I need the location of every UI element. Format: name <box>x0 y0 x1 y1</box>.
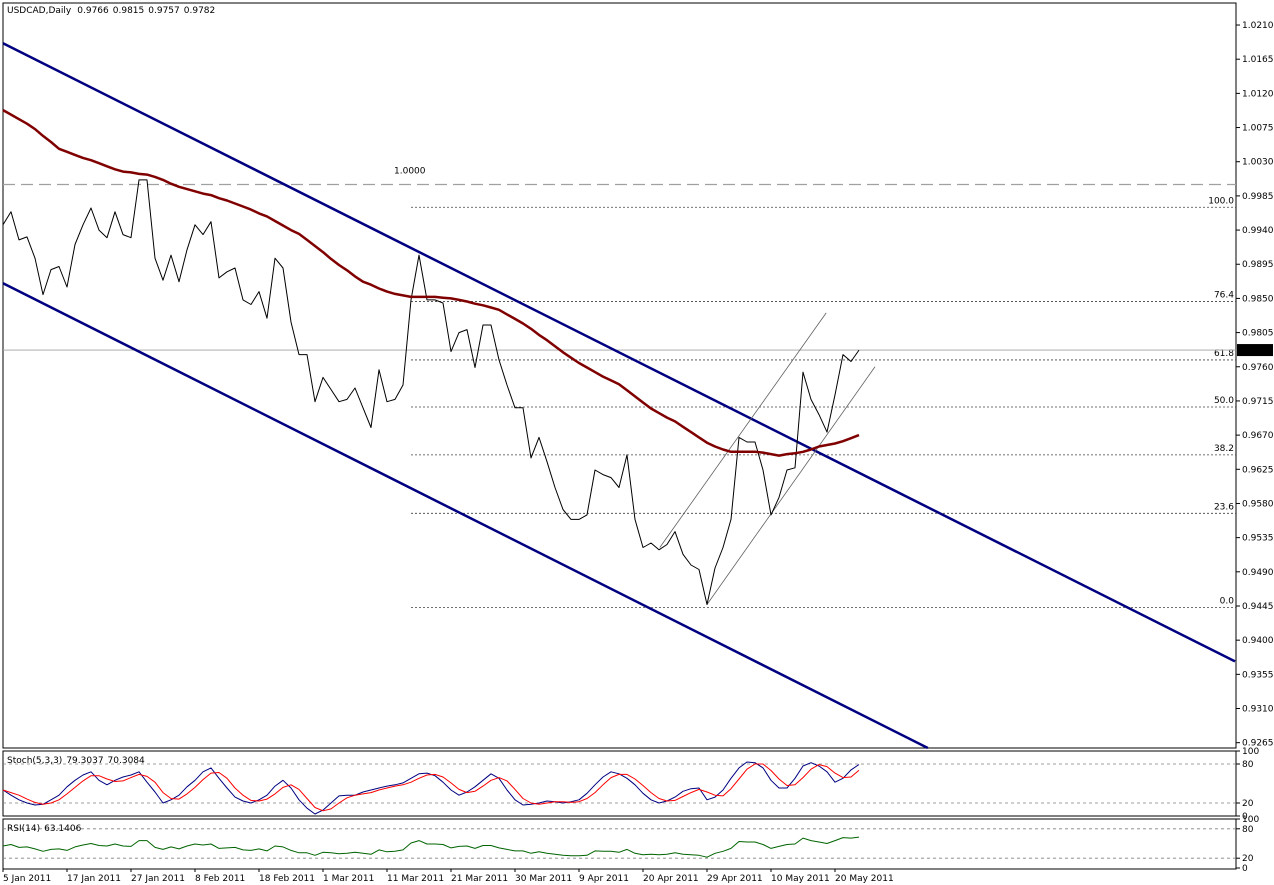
fib-label: 23.6 <box>1214 502 1234 512</box>
fib-label: 100.0 <box>1208 196 1234 206</box>
y-tick-label: 0.9715 <box>1242 397 1274 407</box>
x-tick-label: 29 Apr 2011 <box>707 874 763 884</box>
y-tick-label: 0.9355 <box>1242 670 1274 680</box>
y-tick-label: 0 <box>1242 812 1248 822</box>
x-tick-label: 20 May 2011 <box>835 874 894 884</box>
fib-label: 0.0 <box>1220 597 1235 607</box>
y-tick-label: 0.9625 <box>1242 465 1274 475</box>
x-tick-label: 18 Feb 2011 <box>259 874 315 884</box>
plot-layer: 1.0210 1.0165 1.0120 1.0075 1.0030 0.9985 0.99… <box>2 21 1274 884</box>
fib-label: 76.4 <box>1214 290 1234 300</box>
y-tick-label: 0.9670 <box>1242 431 1274 441</box>
fib-label: 50.0 <box>1214 396 1234 406</box>
reading: 63.1406 <box>44 824 81 834</box>
reading: 70.3084 <box>108 756 145 766</box>
y-tick-label: 0.9940 <box>1242 226 1274 236</box>
y-tick-label: 0.9985 <box>1242 192 1274 202</box>
last-price-label: 0.9782 <box>1240 346 1272 356</box>
x-tick-label: 17 Jan 2011 <box>67 874 121 884</box>
channel-line <box>2 42 1236 663</box>
y-tick-label: 1.0165 <box>1242 55 1274 65</box>
x-tick-label: 30 Mar 2011 <box>515 874 572 884</box>
fib-label: 61.8 <box>1214 349 1234 359</box>
y-tick-label: 1.0120 <box>1242 89 1274 99</box>
close: 0.9782 <box>184 6 216 16</box>
x-tick-label: 1 Mar 2011 <box>323 874 374 884</box>
x-tick-label: 21 Mar 2011 <box>451 874 508 884</box>
last-price-box <box>1237 344 1273 357</box>
y-tick-label: 80 <box>1242 825 1254 835</box>
y-tick-label: 1.0210 <box>1242 21 1274 31</box>
y-tick-label: 80 <box>1242 760 1254 770</box>
channel-line <box>706 366 876 605</box>
chart-title: USDCAD,Daily 0.9766 0.9815 0.9757 0.9782 <box>7 6 215 16</box>
y-tick-label: 100 <box>1242 815 1259 825</box>
high: 0.9815 <box>113 6 145 16</box>
x-tick-label: 11 Mar 2011 <box>387 874 444 884</box>
series-line <box>2 109 860 457</box>
indicator-name: RSI(14) <box>7 824 40 834</box>
fib-label: 38.2 <box>1214 444 1234 454</box>
y-tick-label: 0.9310 <box>1242 705 1274 715</box>
y-tick-label: 100 <box>1242 747 1259 757</box>
series-line <box>2 763 860 812</box>
open: 0.9766 <box>77 6 109 16</box>
series-line <box>2 179 860 605</box>
reference-label: 1.0000 <box>394 167 426 177</box>
indicator-name: Stoch(5,3,3) <box>7 756 62 766</box>
y-tick-label: 0 <box>1242 864 1248 874</box>
y-tick-label: 20 <box>1242 854 1254 864</box>
y-tick-label: 1.0030 <box>1242 158 1274 168</box>
series-line <box>2 836 860 858</box>
y-tick-label: 20 <box>1242 799 1254 809</box>
reading: 79.3037 <box>66 756 103 766</box>
symbol: USDCAD,Daily <box>7 6 72 16</box>
y-tick-label: 1.0075 <box>1242 124 1274 134</box>
x-tick-label: 20 Apr 2011 <box>643 874 699 884</box>
rsi-panel <box>2 818 1237 870</box>
y-tick-label: 0.9400 <box>1242 636 1274 646</box>
x-tick-label: 8 Feb 2011 <box>195 874 245 884</box>
stoch-title: Stoch(5,3,3) 79.3037 70.3084 <box>7 756 145 766</box>
y-tick-label: 0.9265 <box>1242 739 1274 749</box>
y-tick-label: 0.9805 <box>1242 329 1274 339</box>
y-tick-label: 0.9445 <box>1242 602 1274 612</box>
x-tick-label: 9 Apr 2011 <box>579 874 629 884</box>
x-tick-label: 10 May 2011 <box>771 874 830 884</box>
y-tick-label: 0.9895 <box>1242 260 1274 270</box>
y-tick-label: 0.9580 <box>1242 499 1274 509</box>
stoch-panel <box>2 750 1237 817</box>
y-tick-label: 0.9760 <box>1242 363 1274 373</box>
channel-line <box>659 312 827 548</box>
main-panel <box>2 2 1237 749</box>
x-tick-label: 5 Jan 2011 <box>3 874 51 884</box>
y-tick-label: 0.9850 <box>1242 294 1274 304</box>
x-tick-label: 27 Jan 2011 <box>131 874 185 884</box>
y-tick-label: 0.9490 <box>1242 568 1274 578</box>
rsi-title: RSI(14) 63.1406 <box>7 824 82 834</box>
low: 0.9757 <box>148 6 180 16</box>
channel-line <box>2 282 929 750</box>
y-tick-label: 0.9535 <box>1242 534 1274 544</box>
